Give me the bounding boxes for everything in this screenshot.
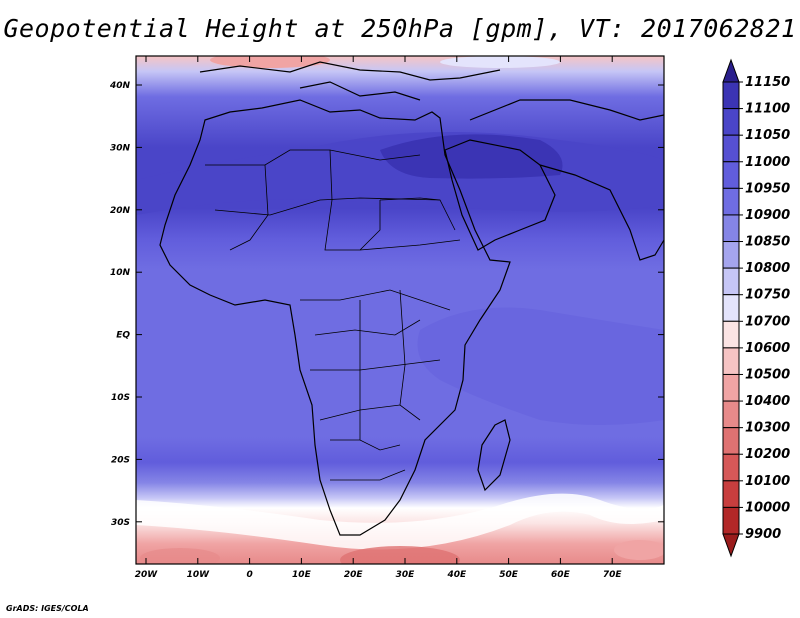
colorbar-box <box>722 108 740 136</box>
lon-label: 20W <box>135 570 159 580</box>
colorbar-label: 9900 <box>745 527 781 542</box>
colorbar-label: 10500 <box>745 367 790 382</box>
colorbar-label: 10100 <box>745 474 790 489</box>
colorbar-label: 10900 <box>745 208 790 223</box>
longitude-axis: 20W 10W 0 10E 20E 30E 40E 50E 60E 70E <box>135 56 623 580</box>
lon-label: 0 <box>246 570 252 580</box>
colorbar-bottom-arrow <box>722 533 740 558</box>
colorbar-box <box>722 187 740 216</box>
colorbar-box <box>722 480 740 508</box>
lon-label: 50E <box>499 570 519 580</box>
height-field <box>136 56 664 564</box>
coastlines <box>159 61 664 536</box>
colorbar-box <box>722 267 740 296</box>
lon-label: 10E <box>292 570 312 580</box>
credit-text: GrADS: IGES/COLA <box>6 604 89 613</box>
lat-label: 10S <box>111 393 130 403</box>
lat-label: 10N <box>110 268 131 278</box>
map-frame <box>135 55 665 565</box>
colorbar-box <box>722 81 740 110</box>
colorbar: 11150 11100 11050 11000 10950 10900 10850 10800… <box>722 58 790 558</box>
lon-label: 10W <box>187 570 211 580</box>
colorbar-label: 10800 <box>745 261 790 276</box>
country-borders <box>205 149 461 481</box>
lat-label: 20N <box>110 206 131 216</box>
lat-label: 30N <box>110 143 131 153</box>
colorbar-label: 10850 <box>745 235 790 250</box>
lon-label: 30E <box>396 570 416 580</box>
colorbar-box <box>722 453 740 482</box>
colorbar-box <box>722 506 740 535</box>
colorbar-label: 10700 <box>745 314 790 329</box>
latitude-axis: 40N 30N 20N 10N EQ 10S 20S 30S <box>109 81 664 528</box>
colorbar-label: 10300 <box>745 421 790 436</box>
colorbar-label: 10950 <box>745 181 790 196</box>
colorbar-label: 11100 <box>745 102 790 117</box>
colorbar-label: 11050 <box>745 128 790 143</box>
colorbar-label: 10750 <box>745 288 790 303</box>
colorbar-box <box>722 161 740 189</box>
colorbar-box <box>722 294 740 322</box>
lat-label: 40N <box>109 81 131 91</box>
colorbar-box <box>722 427 740 455</box>
lon-label: 60E <box>551 570 571 580</box>
lat-label: EQ <box>116 331 130 341</box>
colorbar-label: 10200 <box>745 447 790 462</box>
map-title: Geopotential Height at 250hPa [gpm], VT:… <box>3 14 797 43</box>
colorbar-label: 10600 <box>745 341 790 356</box>
colorbar-box <box>722 373 740 402</box>
colorbar-box <box>722 320 740 349</box>
colorbar-box <box>722 400 740 429</box>
colorbar-label: 10400 <box>745 394 790 409</box>
lat-label: 30S <box>111 518 130 528</box>
colorbar-top-arrow <box>722 58 740 83</box>
colorbar-label: 11000 <box>745 155 790 170</box>
colorbar-label: 10000 <box>745 500 790 515</box>
colorbar-box <box>722 241 740 269</box>
colorbar-box <box>722 347 740 375</box>
lat-label: 20S <box>111 455 130 465</box>
lon-label: 40E <box>446 570 467 580</box>
lon-label: 20E <box>344 570 364 580</box>
colorbar-box <box>722 134 740 163</box>
colorbar-label: 11150 <box>745 75 790 90</box>
lon-label: 70E <box>603 570 623 580</box>
colorbar-box <box>722 214 740 243</box>
